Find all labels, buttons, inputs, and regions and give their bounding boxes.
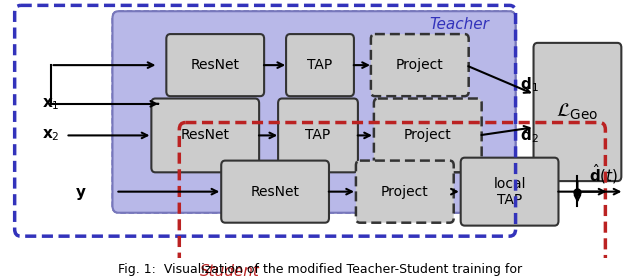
FancyBboxPatch shape [113,11,516,213]
Text: $\mathbf{x}_2$: $\mathbf{x}_2$ [42,128,60,143]
FancyBboxPatch shape [221,161,329,223]
Text: ResNet: ResNet [180,128,230,142]
Text: $\mathcal{L}_{\mathrm{Geo}}$: $\mathcal{L}_{\mathrm{Geo}}$ [556,102,598,122]
Text: Project: Project [396,58,444,72]
Text: local
TAP: local TAP [493,177,526,207]
FancyBboxPatch shape [356,161,454,223]
FancyBboxPatch shape [286,34,354,96]
FancyBboxPatch shape [278,98,358,172]
FancyBboxPatch shape [534,43,621,181]
Text: $\mathbf{d}_2$: $\mathbf{d}_2$ [520,126,538,145]
Text: $\mathbf{x}_1$: $\mathbf{x}_1$ [42,96,60,112]
FancyBboxPatch shape [166,34,264,96]
Text: $\hat{\mathbf{d}}(t)$: $\hat{\mathbf{d}}(t)$ [589,162,619,186]
Text: Fig. 1:  Visualization of the modified Teacher-Student training for: Fig. 1: Visualization of the modified Te… [118,263,522,276]
Text: $\mathbf{d}_1$: $\mathbf{d}_1$ [520,76,538,94]
FancyBboxPatch shape [374,98,482,172]
Text: Teacher: Teacher [429,17,490,32]
Text: Project: Project [381,185,429,199]
Text: TAP: TAP [305,128,331,142]
FancyBboxPatch shape [152,98,259,172]
Text: TAP: TAP [307,58,333,72]
FancyBboxPatch shape [371,34,468,96]
FancyBboxPatch shape [461,158,559,226]
Text: Student: Student [200,264,260,279]
Text: ResNet: ResNet [191,58,240,72]
Text: ResNet: ResNet [251,185,300,199]
Text: Project: Project [404,128,452,142]
Text: $\mathbf{y}$: $\mathbf{y}$ [75,186,86,202]
